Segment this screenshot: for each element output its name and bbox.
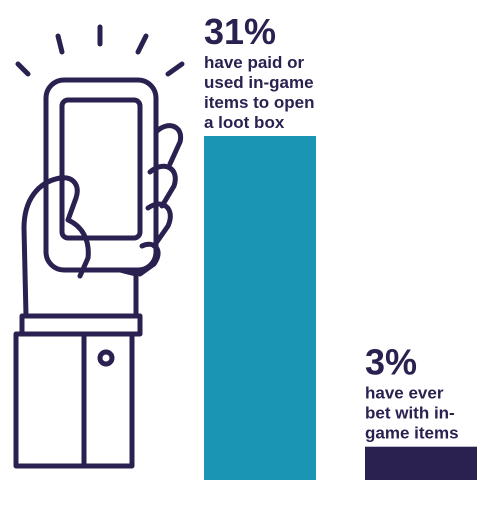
bar-2-description-line: have ever (365, 384, 444, 403)
bar-1-description-line: used in-game (204, 73, 314, 92)
phone-body (43, 77, 159, 273)
notification-rays (15, 24, 185, 77)
bar-1-value-label: 31% (204, 11, 276, 52)
bar-1-description-line: items to open (204, 93, 315, 112)
bar-2 (365, 446, 477, 480)
bar-2-description-line: game items (365, 424, 459, 443)
phone-screen (59, 97, 143, 241)
bar-1-description-line: a loot box (204, 113, 285, 132)
bar-1 (204, 136, 316, 480)
bar-1-description-line: have paid or (204, 53, 305, 72)
sleeve (13, 331, 135, 469)
cuff-button-icon (97, 349, 115, 367)
hand-fingers (137, 123, 184, 277)
bar-2-description-line: bet with in- (365, 404, 455, 423)
bar-2-value-label: 3% (365, 342, 417, 383)
hand-holding-phone-icon (13, 24, 185, 469)
hand-thumb (21, 175, 91, 279)
